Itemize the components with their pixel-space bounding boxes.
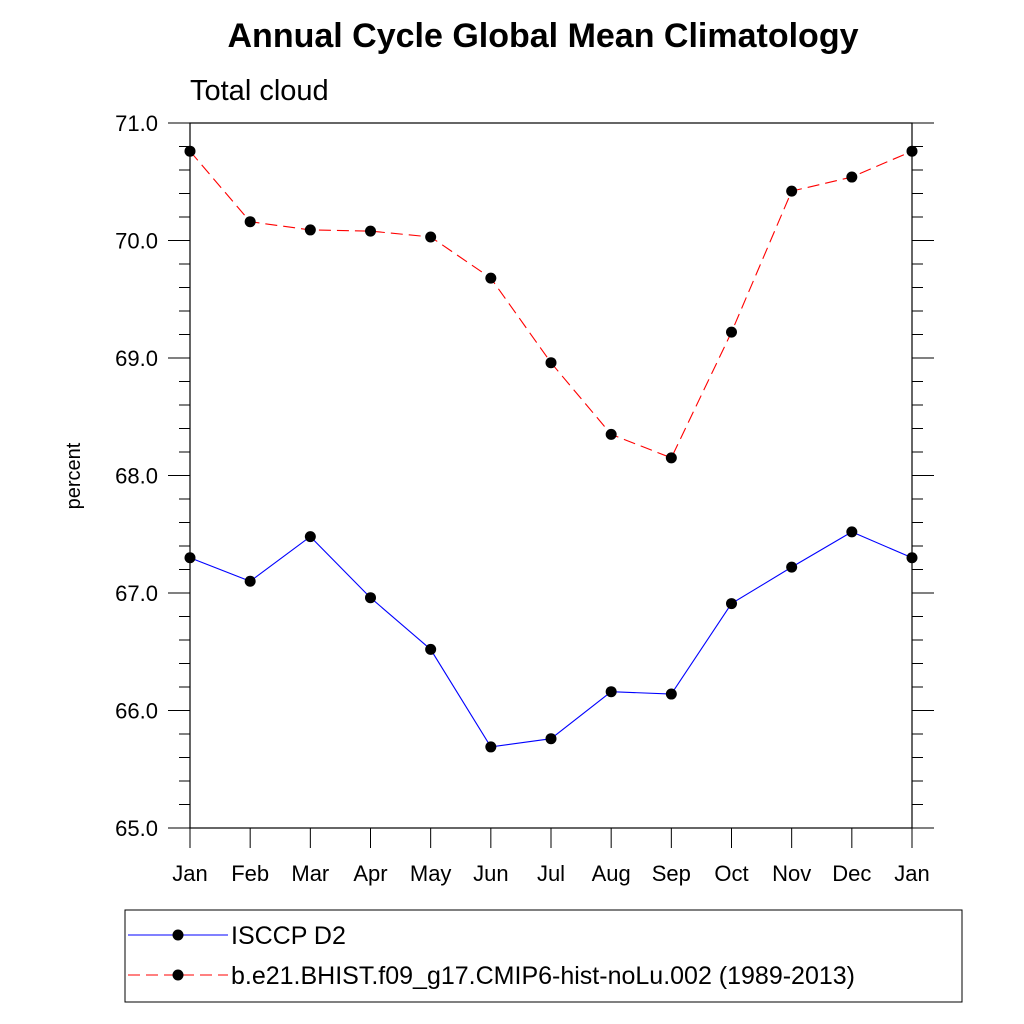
y-tick-label: 65.0 bbox=[115, 816, 158, 841]
x-tick-label: Nov bbox=[772, 861, 811, 886]
series-0-point bbox=[786, 561, 798, 573]
series-1-point bbox=[365, 225, 376, 237]
legend-label-0: ISCCP D2 bbox=[231, 922, 346, 950]
series-1-point bbox=[545, 357, 557, 369]
chart-title: Annual Cycle Global Mean Climatology bbox=[228, 17, 859, 55]
x-tick-labels: Jan Feb Mar Apr May Jun Jul Aug Sep Oct Nov Dec Jan bbox=[172, 861, 929, 886]
series-0-point bbox=[244, 575, 256, 587]
series-0-point bbox=[545, 733, 557, 745]
y-tick-label: 71.0 bbox=[115, 111, 158, 136]
legend: ISCCP D2 b.e21.BHIST.f09_g17.CMIP6-hist-n… bbox=[124, 909, 963, 1003]
legend-entries: ISCCP D2 b.e21.BHIST.f09_g17.CMIP6-hist-n… bbox=[128, 922, 855, 990]
series-1-point bbox=[726, 326, 737, 338]
y-tick-labels: 65.0 66.0 67.0 68.0 69.0 70.0 71.0 bbox=[115, 111, 158, 841]
x-tick-label: Sep bbox=[652, 861, 691, 886]
y-tick-label: 67.0 bbox=[115, 581, 158, 606]
legend-box bbox=[124, 909, 963, 1003]
x-tick-label: Oct bbox=[714, 861, 748, 886]
plot-frame bbox=[189, 122, 913, 829]
series-1-point bbox=[244, 216, 256, 228]
series-layer bbox=[184, 145, 918, 753]
x-tick-label: Mar bbox=[291, 861, 329, 886]
x-tick-label: Jan bbox=[894, 861, 929, 886]
series-0-point bbox=[605, 686, 617, 698]
series-1-point bbox=[786, 185, 798, 197]
x-tick-label: Feb bbox=[231, 861, 269, 886]
series-line-0 bbox=[189, 531, 913, 748]
series-1-point bbox=[485, 272, 497, 284]
series-0-point bbox=[726, 598, 737, 610]
series-0-point bbox=[665, 688, 677, 700]
series-0-point bbox=[846, 526, 858, 538]
axis-ticks bbox=[168, 122, 934, 848]
y-tick-label: 70.0 bbox=[115, 229, 158, 254]
x-tick-label: Apr bbox=[353, 861, 387, 886]
series-1-point bbox=[665, 452, 677, 464]
series-1-point bbox=[846, 171, 858, 183]
chart-subtitle: Total cloud bbox=[190, 75, 329, 107]
x-tick-label: May bbox=[410, 861, 452, 886]
series-0-point bbox=[425, 643, 437, 655]
series-1-point bbox=[304, 224, 316, 236]
y-tick-label: 69.0 bbox=[115, 346, 158, 371]
series-0-point bbox=[485, 741, 497, 753]
x-tick-label: Jul bbox=[537, 861, 565, 886]
legend-marker-0 bbox=[172, 929, 184, 941]
x-tick-label: Jun bbox=[473, 861, 508, 886]
series-0-point bbox=[365, 592, 376, 604]
y-axis-label: percent bbox=[63, 442, 85, 509]
y-tick-label: 66.0 bbox=[115, 699, 158, 724]
series-1-point bbox=[425, 231, 437, 243]
series-line-1 bbox=[189, 150, 913, 459]
legend-label-1: b.e21.BHIST.f09_g17.CMIP6-hist-noLu.002 … bbox=[231, 962, 855, 990]
series-1-point bbox=[605, 428, 617, 440]
x-tick-label: Aug bbox=[592, 861, 631, 886]
x-tick-label: Jan bbox=[172, 861, 207, 886]
y-tick-label: 68.0 bbox=[115, 464, 158, 489]
legend-marker-1 bbox=[172, 969, 184, 981]
series-0-point bbox=[304, 531, 316, 543]
x-tick-label: Dec bbox=[832, 861, 871, 886]
